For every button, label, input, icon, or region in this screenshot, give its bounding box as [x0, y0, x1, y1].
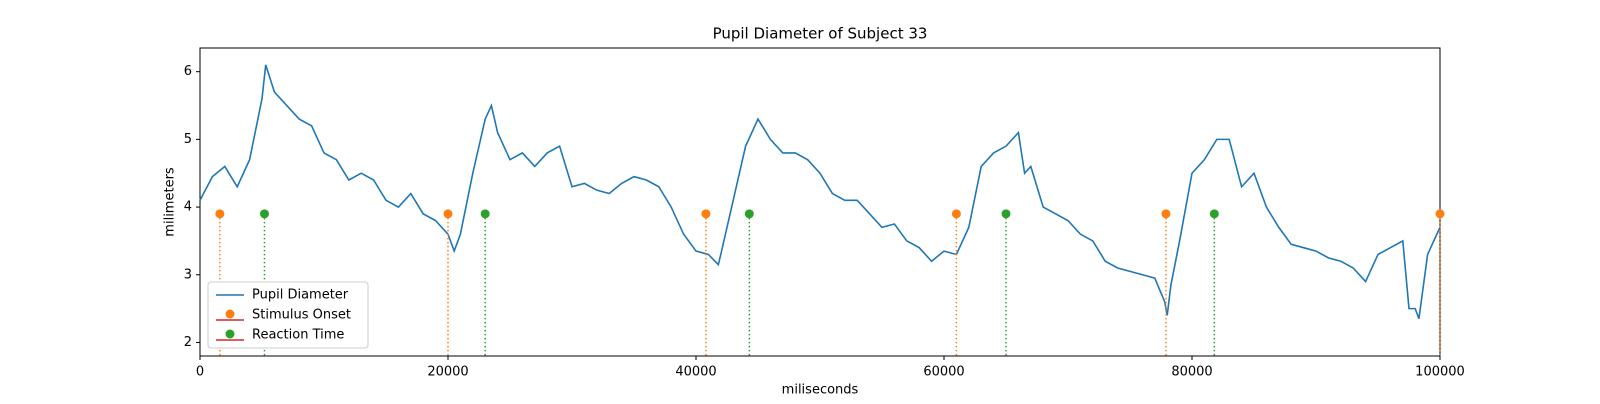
stem-marker [480, 209, 490, 219]
legend-label: Reaction Time [252, 328, 344, 343]
stem-marker [701, 209, 711, 219]
x-tick-label: 80000 [1171, 365, 1212, 380]
chart-title: Pupil Diameter of Subject 33 [713, 25, 928, 43]
x-tick-label: 60000 [923, 365, 964, 380]
stem-marker [1209, 209, 1219, 219]
stem-marker [1435, 209, 1445, 219]
stem-marker [215, 209, 225, 219]
x-tick-label: 20000 [427, 365, 468, 380]
x-tick-label: 0 [196, 365, 204, 380]
y-tick-label: 5 [184, 132, 192, 147]
y-tick-label: 2 [184, 335, 192, 350]
y-tick-label: 6 [184, 64, 192, 79]
legend-label: Stimulus Onset [252, 308, 351, 323]
y-axis-label: milimeters [163, 167, 178, 237]
stem-marker [951, 209, 961, 219]
legend-box [207, 281, 369, 349]
stem-marker [443, 209, 453, 219]
pupil-line [199, 64, 1441, 320]
x-axis-label: miliseconds [782, 383, 859, 398]
stem-marker [1161, 209, 1171, 219]
legend-marker [225, 329, 235, 339]
legend-marker [225, 309, 235, 319]
stem-marker [259, 209, 269, 219]
legend-label: Pupil Diameter [252, 288, 349, 303]
stem-marker [744, 209, 754, 219]
x-tick-label: 100000 [1415, 365, 1465, 380]
stem-marker [1001, 209, 1011, 219]
plot-area [199, 47, 1441, 357]
y-tick-label: 3 [184, 267, 192, 282]
x-tick-label: 40000 [675, 365, 716, 380]
y-tick-label: 4 [184, 200, 192, 215]
